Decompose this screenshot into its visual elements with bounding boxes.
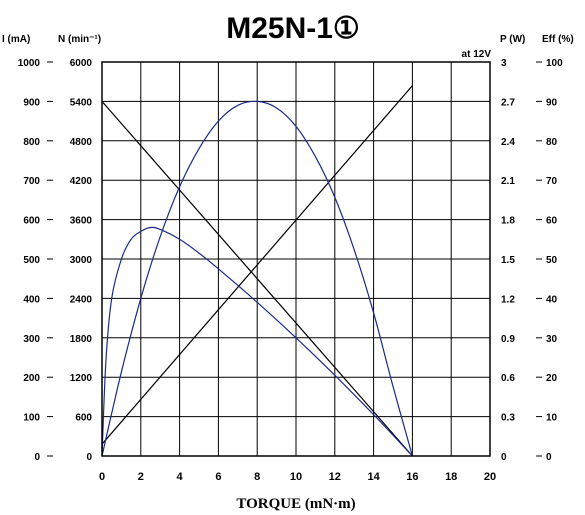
efficiency-tick-label: 70 [546,176,558,187]
power-tick-label: 3 [501,58,507,69]
power-tick-label: 1.2 [501,294,515,305]
x-tick-label: 10 [290,471,302,483]
plot-frame [101,61,491,457]
plot-area [101,85,413,457]
x-tick-label: 0 [99,471,105,483]
current-tick-label: 0 [34,452,40,463]
axis-header-power: P (W) [500,34,525,45]
power-tick-label: 0.6 [501,373,515,384]
current-line [101,85,413,445]
speed-tick-label: 6000 [70,58,93,69]
speed-tick-label: 1200 [70,373,93,384]
x-tick-label: 6 [215,471,221,483]
x-tick-label: 8 [254,471,260,483]
speed-tick-label: 0 [86,452,92,463]
axis-header-speed: N (min⁻¹) [58,34,101,45]
speed-line [101,101,413,457]
power-curve [101,100,413,457]
efficiency-tick-label: 20 [546,373,558,384]
tick-labels: 0 2 4 6 8 10 12 14 16 18 2001002003004005006007008… [18,58,563,483]
current-tick-label: 800 [23,137,40,148]
power-tick-label: 0 [501,452,507,463]
power-tick-label: 1.8 [501,216,515,227]
efficiency-tick-label: 90 [546,97,558,108]
axis-header-current: I (mA) [2,34,30,45]
current-tick-label: 600 [23,216,40,227]
current-tick-label: 200 [23,373,40,384]
x-axis-label: TORQUE (mN·m) [236,496,355,512]
efficiency-tick-label: 0 [546,452,552,463]
voltage-condition: at 12V [462,49,492,60]
efficiency-tick-label: 100 [546,58,563,69]
efficiency-tick-label: 80 [546,137,558,148]
efficiency-tick-label: 30 [546,334,558,345]
speed-tick-label: 5400 [70,97,93,108]
power-tick-label: 0.3 [501,413,515,424]
efficiency-tick-label: 60 [546,216,558,227]
x-tick-label: 20 [484,471,496,483]
speed-tick-label: 3600 [70,216,93,227]
current-tick-label: 900 [23,97,40,108]
power-tick-label: 0.9 [501,334,515,345]
speed-tick-label: 2400 [70,294,93,305]
power-tick-label: 2.7 [501,97,515,108]
axis-header-efficiency: Eff (%) [542,34,574,45]
current-tick-label: 400 [23,294,40,305]
current-tick-label: 300 [23,334,40,345]
speed-tick-label: 3000 [70,255,93,266]
x-tick-label: 2 [138,471,144,483]
x-tick-label: 18 [445,471,457,483]
efficiency-tick-label: 10 [546,413,558,424]
x-tick-label: 4 [177,471,184,483]
speed-tick-label: 4200 [70,176,93,187]
x-tick-label: 14 [367,471,380,483]
current-tick-label: 1000 [18,58,41,69]
x-tick-label: 16 [406,471,418,483]
speed-tick-label: 4800 [70,137,93,148]
power-tick-label: 2.4 [501,137,515,148]
efficiency-tick-label: 50 [546,255,558,266]
efficiency-tick-label: 40 [546,294,558,305]
current-tick-label: 500 [23,255,40,266]
current-tick-label: 100 [23,413,40,424]
speed-tick-label: 600 [75,413,92,424]
current-tick-label: 700 [23,176,40,187]
efficiency-curve [101,226,413,457]
power-tick-label: 1.5 [501,255,515,266]
chart-grid [102,62,490,456]
chart-title: M25N-1① [226,12,360,45]
speed-tick-label: 1800 [70,334,93,345]
x-tick-label: 12 [329,471,341,483]
power-tick-label: 2.1 [501,176,515,187]
